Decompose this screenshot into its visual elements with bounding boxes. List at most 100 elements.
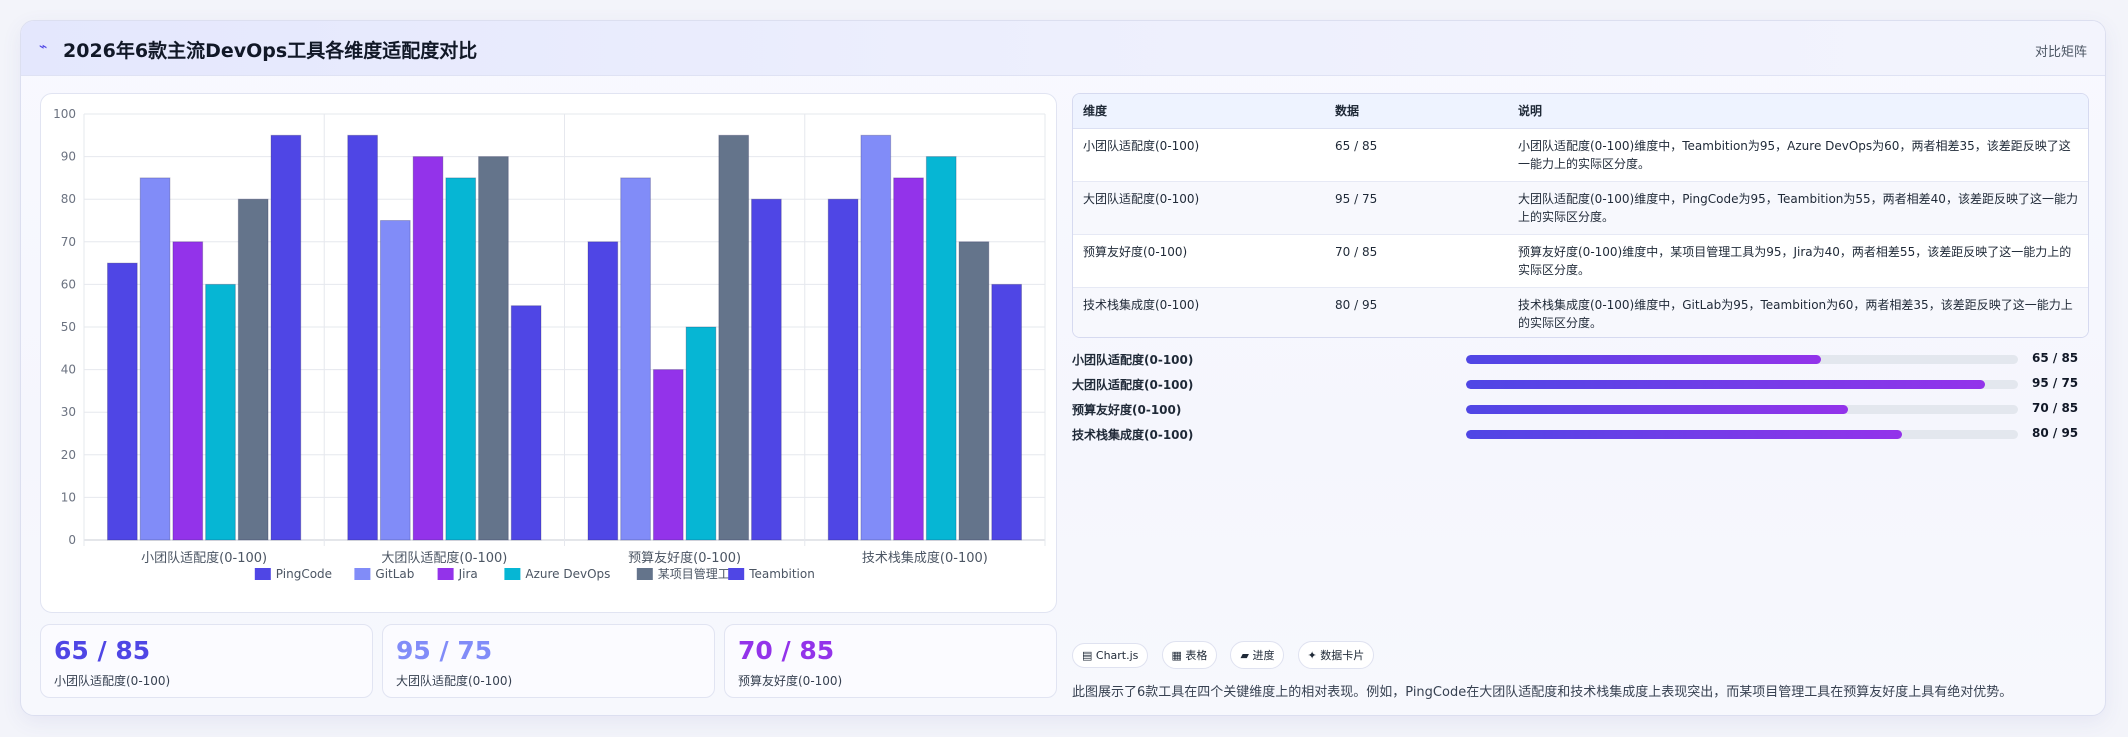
bar — [412, 156, 444, 541]
legend-label: GitLab — [375, 567, 414, 581]
table-row: 大团队适配度(0-100) 95 / 75 大团队适配度(0-100)维度中，P… — [1073, 181, 2088, 235]
header-bar: ⌁ 2026年6款主流DevOps工具各维度适配度对比 对比矩阵 — [21, 21, 2105, 76]
bar — [510, 305, 542, 541]
bar — [827, 198, 859, 541]
bar — [107, 262, 138, 541]
x-tick-label: 大团队适配度(0-100) — [381, 550, 507, 566]
chip-table[interactable]: ▦ 表格 — [1161, 641, 1218, 669]
progress-track — [1466, 380, 2018, 389]
progress-fill — [1466, 430, 1903, 439]
view-tag[interactable]: 对比矩阵 — [2034, 45, 2087, 60]
y-tick-label: 40 — [61, 363, 76, 377]
cell-description: 小团队适配度(0-100)维度中，Teambition为95，Azure Dev… — [1508, 128, 2088, 182]
bar — [237, 198, 269, 541]
progress-label: 小团队适配度(0-100) — [1072, 353, 1194, 367]
kpi-card: 95 / 75 大团队适配度(0-100) — [382, 624, 715, 698]
table-header-row: 维度 数据 说明 — [1073, 94, 2088, 129]
progress-track — [1466, 405, 2018, 414]
bar — [172, 241, 204, 541]
kpi-label: 大团队适配度(0-100) — [396, 674, 513, 688]
y-tick-label: 60 — [61, 277, 76, 291]
bar — [205, 283, 236, 541]
bar — [991, 283, 1023, 541]
bar — [860, 134, 892, 541]
cell-description: 技术栈集成度(0-100)维度中，GitLab为95，Teambition为60… — [1518, 297, 2073, 330]
bar-chart: 0 10 20 30 40 50 60 70 80 90 100 小团队适配度(0-100) 大团队适配… — [53, 107, 1046, 581]
progress-fill — [1466, 405, 1849, 414]
progress-row: 小团队适配度(0-100) 65 / 85 — [1072, 350, 2089, 375]
y-tick-label: 50 — [61, 320, 76, 334]
cell-dimension: 预算友好度(0-100) — [1073, 234, 1325, 288]
y-tick-label: 0 — [68, 533, 76, 547]
column-header: 维度 — [1073, 94, 1325, 129]
legend-label: Teambition — [748, 567, 815, 581]
kpi-value: 65 / 85 — [54, 636, 151, 665]
bar — [652, 369, 684, 541]
legend-swatch — [636, 568, 653, 580]
legend-label: Jira — [458, 567, 478, 581]
bar — [379, 220, 411, 541]
table-row: 小团队适配度(0-100) 65 / 85 小团队适配度(0-100)维度中，T… — [1073, 128, 2088, 182]
progress-row: 技术栈集成度(0-100) 80 / 95 — [1072, 425, 2089, 450]
progress-row: 大团队适配度(0-100) 95 / 75 — [1072, 375, 2089, 400]
summary-note: 此图展示了6款工具在四个关键维度上的相对表现。例如，PingCode在大团队适配… — [1072, 685, 2013, 700]
bar — [478, 156, 509, 541]
kpi-label: 小团队适配度(0-100) — [54, 674, 171, 688]
data-table: 维度 数据 说明 小团队适配度(0-100) 65 / 85 小团队适配度(0-… — [1072, 93, 2089, 338]
progress-value: 70 / 85 — [2032, 401, 2079, 415]
legend-swatch — [354, 568, 371, 580]
progress-label: 大团队适配度(0-100) — [1072, 378, 1194, 392]
y-tick-label: 90 — [61, 150, 76, 164]
bar — [445, 177, 477, 541]
chip-data-card[interactable]: ✦ 数据卡片 — [1297, 641, 1375, 669]
kpi-card: 70 / 85 预算友好度(0-100) — [724, 624, 1057, 698]
kpi-card: 65 / 85 小团队适配度(0-100) — [40, 624, 373, 698]
legend-swatch — [728, 568, 745, 580]
progress-value: 95 / 75 — [2032, 376, 2079, 390]
bar — [925, 156, 957, 541]
progress-value: 65 / 85 — [2032, 351, 2079, 365]
chip-progress[interactable]: ▰ 进度 — [1230, 641, 1285, 669]
kpi-value: 70 / 85 — [738, 636, 835, 665]
y-tick-label: 10 — [61, 490, 76, 504]
bar — [270, 134, 302, 541]
legend-label: Azure DevOps — [525, 567, 610, 581]
bar — [893, 177, 924, 541]
y-tick-label: 30 — [61, 405, 76, 419]
bar — [685, 326, 717, 541]
tag-chips: ▤ Chart.js ▦ 表格 ▰ 进度 ✦ 数据卡片 — [1072, 641, 1382, 669]
progress-track — [1466, 430, 2018, 439]
chip-chartjs[interactable]: ▤ Chart.js — [1072, 643, 1149, 668]
progress-track — [1466, 355, 2018, 364]
column-header: 数据 — [1325, 94, 1508, 129]
bar — [347, 134, 378, 541]
progress-label: 预算友好度(0-100) — [1072, 403, 1182, 417]
bar — [751, 198, 782, 541]
bar — [958, 241, 990, 541]
x-tick-label: 技术栈集成度(0-100) — [862, 550, 988, 566]
y-tick-label: 20 — [61, 448, 76, 462]
progress-list: 小团队适配度(0-100) 65 / 85 大团队适配度(0-100) 95 /… — [1072, 350, 2089, 450]
x-tick-label: 预算友好度(0-100) — [628, 550, 741, 566]
dashboard-card: ⌁ 2026年6款主流DevOps工具各维度适配度对比 对比矩阵 0 10 20 30… — [20, 20, 2106, 716]
legend-swatch — [437, 568, 454, 580]
cell-description: 预算友好度(0-100)维度中，某项目管理工具为95，Jira为40，两者相差5… — [1508, 234, 2088, 288]
cell-dimension: 大团队适配度(0-100) — [1073, 181, 1325, 235]
cell-data: 65 / 85 — [1325, 128, 1508, 182]
bar — [139, 177, 171, 541]
progress-label: 技术栈集成度(0-100) — [1072, 428, 1194, 442]
kpi-value: 95 / 75 — [396, 636, 493, 665]
legend-swatch — [504, 568, 521, 580]
y-tick-label: 100 — [53, 107, 76, 121]
table-row: 技术栈集成度(0-100) 80 / 95 技术栈集成度(0-100)维度中，G… — [1073, 287, 2088, 337]
x-tick-label: 小团队适配度(0-100) — [141, 550, 267, 566]
cell-data: 70 / 85 — [1325, 234, 1508, 288]
legend-swatch — [254, 568, 271, 580]
logo-icon: ⌁ — [39, 39, 48, 55]
y-tick-label: 70 — [61, 235, 76, 249]
bar — [718, 134, 750, 541]
cell-description: 大团队适配度(0-100)维度中，PingCode为95，Teambition为… — [1508, 181, 2088, 235]
kpi-label: 预算友好度(0-100) — [738, 674, 843, 688]
legend-label: 某项目管理工具 — [658, 566, 742, 581]
bar — [620, 177, 651, 541]
